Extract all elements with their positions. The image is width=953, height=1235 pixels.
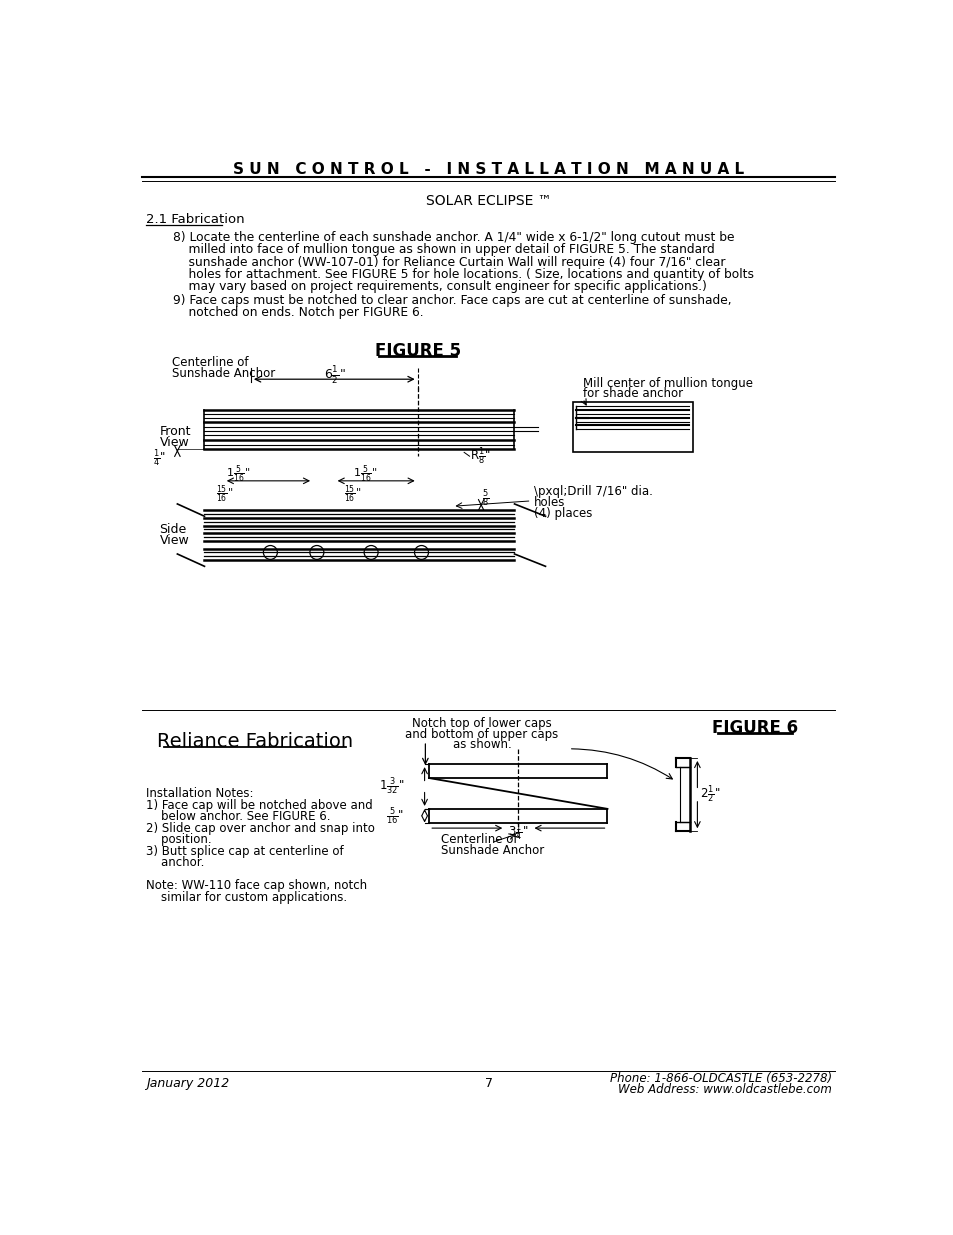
Text: Web Address: www.oldcastlebe.com: Web Address: www.oldcastlebe.com <box>618 1083 831 1095</box>
Text: $\frac{1}{4}$": $\frac{1}{4}$" <box>152 447 166 468</box>
Text: $1\frac{3}{32}$": $1\frac{3}{32}$" <box>378 774 404 797</box>
Text: 2) Slide cap over anchor and snap into: 2) Slide cap over anchor and snap into <box>146 821 375 835</box>
Text: holes for attachment. See FIGURE 5 for hole locations. ( Size, locations and qua: holes for attachment. See FIGURE 5 for h… <box>173 268 754 282</box>
Text: for shade anchor: for shade anchor <box>582 388 682 400</box>
Text: Installation Notes:: Installation Notes: <box>146 787 253 800</box>
Text: $\frac{15}{16}$": $\frac{15}{16}$" <box>344 484 361 505</box>
Text: Front: Front <box>159 425 191 438</box>
Text: \pxql;Drill 7/16" dia.: \pxql;Drill 7/16" dia. <box>534 485 652 498</box>
Text: sunshade anchor (WW-107-01) for Reliance Curtain Wall will require (4) four 7/16: sunshade anchor (WW-107-01) for Reliance… <box>173 256 725 269</box>
Text: milled into face of mullion tongue as shown in upper detail of FIGURE 5. The sta: milled into face of mullion tongue as sh… <box>173 243 715 257</box>
Text: Reliance Fabrication: Reliance Fabrication <box>156 731 353 751</box>
Text: $\frac{15}{16}$": $\frac{15}{16}$" <box>216 484 233 505</box>
Text: holes: holes <box>534 496 565 509</box>
Text: Phone: 1-866-OLDCASTLE (653-2278): Phone: 1-866-OLDCASTLE (653-2278) <box>610 1072 831 1084</box>
Bar <box>572 403 692 452</box>
Text: January 2012: January 2012 <box>146 1077 230 1091</box>
Text: Note: WW-110 face cap shown, notch: Note: WW-110 face cap shown, notch <box>146 879 367 893</box>
Text: FIGURE 5: FIGURE 5 <box>375 342 460 359</box>
Text: $6\frac{1}{2}$": $6\frac{1}{2}$" <box>323 364 345 387</box>
Text: 9) Face caps must be notched to clear anchor. Face caps are cut at centerline of: 9) Face caps must be notched to clear an… <box>173 294 731 308</box>
Text: R$\frac{1}{8}$": R$\frac{1}{8}$" <box>469 446 490 467</box>
Text: $3\frac{1}{4}$": $3\frac{1}{4}$" <box>508 821 528 842</box>
Text: S U N   C O N T R O L   -   I N S T A L L A T I O N   M A N U A L: S U N C O N T R O L - I N S T A L L A T … <box>233 162 743 178</box>
Text: 2.1 Fabrication: 2.1 Fabrication <box>146 214 245 226</box>
Text: and bottom of upper caps: and bottom of upper caps <box>405 727 558 741</box>
Text: (4) places: (4) places <box>534 506 592 520</box>
Text: $1\frac{5}{16}$": $1\frac{5}{16}$" <box>353 464 377 485</box>
Text: as shown.: as shown. <box>452 739 511 751</box>
Text: 7: 7 <box>484 1077 493 1091</box>
Text: notched on ends. Notch per FIGURE 6.: notched on ends. Notch per FIGURE 6. <box>173 306 424 320</box>
Text: $2\frac{1}{2}$": $2\frac{1}{2}$" <box>700 783 720 805</box>
Text: anchor.: anchor. <box>146 856 205 869</box>
Text: Side: Side <box>159 522 187 536</box>
Text: may vary based on project requirements, consult engineer for specific applicatio: may vary based on project requirements, … <box>173 280 706 293</box>
Text: position.: position. <box>146 834 212 846</box>
Text: 1) Face cap will be notched above and: 1) Face cap will be notched above and <box>146 799 373 811</box>
Text: $\frac{5}{8}$: $\frac{5}{8}$ <box>481 487 489 509</box>
Text: Sunshade Anchor: Sunshade Anchor <box>440 844 543 857</box>
Text: Notch top of lower caps: Notch top of lower caps <box>412 716 551 730</box>
Text: $1\frac{5}{16}$": $1\frac{5}{16}$" <box>226 464 251 485</box>
Text: View: View <box>159 436 189 448</box>
Text: SOLAR ECLIPSE ™: SOLAR ECLIPSE ™ <box>426 194 551 207</box>
Text: Mill center of mullion tongue: Mill center of mullion tongue <box>582 377 752 389</box>
Text: Centerline of: Centerline of <box>440 834 517 846</box>
Text: similar for custom applications.: similar for custom applications. <box>146 890 347 904</box>
Text: FIGURE 6: FIGURE 6 <box>711 719 797 737</box>
Text: below anchor. See FIGURE 6.: below anchor. See FIGURE 6. <box>146 810 331 823</box>
Text: Sunshade Anchor: Sunshade Anchor <box>172 367 274 379</box>
Text: Centerline of: Centerline of <box>172 356 248 369</box>
Text: $\frac{5}{16}$": $\frac{5}{16}$" <box>386 805 404 826</box>
Text: 8) Locate the centerline of each sunshade anchor. A 1/4" wide x 6-1/2" long cuto: 8) Locate the centerline of each sunshad… <box>173 231 734 245</box>
Text: View: View <box>159 534 189 547</box>
Text: 3) Butt splice cap at centerline of: 3) Butt splice cap at centerline of <box>146 845 344 858</box>
